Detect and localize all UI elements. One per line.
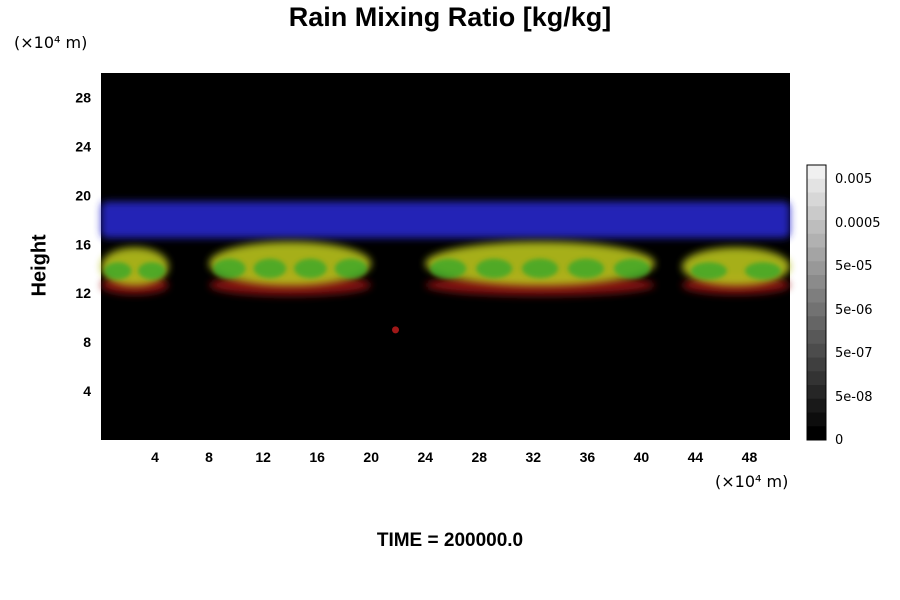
colorbar-step xyxy=(807,178,826,193)
colorbar-step xyxy=(807,192,826,207)
x-tick-label: 48 xyxy=(742,449,758,465)
field-features xyxy=(101,201,790,334)
colorbar-step xyxy=(807,343,826,358)
x-tick-label: 20 xyxy=(363,449,379,465)
feature-upper_band-0 xyxy=(101,201,790,239)
y-tick-label: 12 xyxy=(75,285,91,301)
colorbar-step xyxy=(807,330,826,345)
colorbar-frame xyxy=(806,164,827,441)
feature-main_layer-4 xyxy=(681,247,790,295)
colorbar-step xyxy=(807,206,826,221)
y-tick-label: 4 xyxy=(83,383,91,399)
colorbar-step xyxy=(807,357,826,372)
time-label: TIME = 200000.0 xyxy=(376,530,524,551)
colorbar-label: 0.005 xyxy=(835,172,872,187)
y-tick-label: 8 xyxy=(83,334,91,350)
x-tick-label: 32 xyxy=(526,449,542,465)
y-tick-label: 16 xyxy=(75,236,91,252)
colorbar-label: 0 xyxy=(835,433,843,448)
colorbar-step xyxy=(807,288,826,303)
colorbar-step xyxy=(807,426,826,441)
x-tick-label: 8 xyxy=(205,449,213,465)
colorbar-step xyxy=(807,261,826,276)
y-tick-label: 28 xyxy=(75,89,91,105)
y-axis-unit: (×10⁴ m) xyxy=(14,33,88,52)
colorbar-step xyxy=(807,371,826,386)
x-tick-label: 44 xyxy=(688,449,704,465)
y-tick-label: 24 xyxy=(75,138,91,154)
colorbar-label: 5e-05 xyxy=(835,259,873,274)
x-axis-unit: (×10⁴ m) xyxy=(715,472,789,491)
y-tick-label: 20 xyxy=(75,187,91,203)
x-tick-label: 40 xyxy=(634,449,650,465)
feature-fringe-5 xyxy=(392,326,400,334)
colorbar-label: 5e-06 xyxy=(835,303,873,318)
x-tick-label: 4 xyxy=(151,449,159,465)
y-ticks: 4 8 12 16 20 24 28 xyxy=(75,89,91,399)
colorbar-step xyxy=(807,316,826,331)
colorbar-step xyxy=(807,275,826,290)
colorbar-label: 5e-08 xyxy=(835,390,873,405)
colorbar-step xyxy=(807,165,826,180)
chart-title: Rain Mixing Ratio [kg/kg] xyxy=(288,2,612,32)
colorbar-step xyxy=(807,233,826,248)
x-tick-label: 12 xyxy=(255,449,271,465)
colorbar-step xyxy=(807,247,826,262)
feature-main_layer-1 xyxy=(101,247,169,295)
colorbar-step xyxy=(807,220,826,235)
colorbar-label: 5e-07 xyxy=(835,346,873,361)
x-tick-label: 28 xyxy=(471,449,487,465)
x-tick-label: 36 xyxy=(580,449,596,465)
x-ticks: 4 8 12 16 20 24 28 32 36 40 44 48 xyxy=(151,449,757,465)
colorbar-step xyxy=(807,385,826,400)
colorbar-label: 0.0005 xyxy=(835,216,881,231)
colorbar-step xyxy=(807,412,826,427)
colorbar-step xyxy=(807,302,826,317)
feature-main_layer-2 xyxy=(209,241,372,296)
x-tick-label: 16 xyxy=(309,449,325,465)
x-tick-label: 24 xyxy=(417,449,433,465)
colorbar: 0.005 0.0005 5e-05 5e-06 5e-07 5e-08 0 xyxy=(806,164,881,448)
feature-main_layer-3 xyxy=(425,241,655,296)
colorbar-step xyxy=(807,398,826,413)
